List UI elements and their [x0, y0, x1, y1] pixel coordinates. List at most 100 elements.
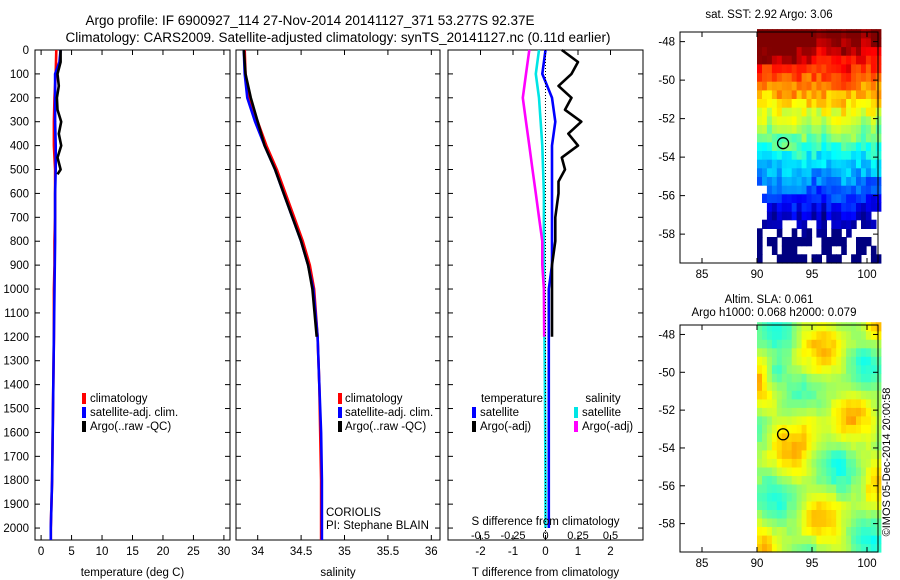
map-cell [791, 364, 798, 374]
map-cell [831, 115, 837, 125]
map-cell [776, 322, 783, 332]
map-cell [831, 228, 837, 238]
map-cell [757, 492, 763, 502]
map-cell [786, 398, 793, 408]
map-cell [865, 492, 872, 502]
map-cell [826, 55, 832, 65]
map-cell [865, 141, 872, 151]
map-cell [856, 526, 862, 536]
map-cell [865, 458, 872, 468]
map-cell [776, 193, 783, 203]
map-cell [811, 441, 817, 451]
map-cell [806, 159, 813, 169]
y-tick-label: 1600 [3, 427, 29, 439]
legend-title-salinity: salinity [585, 393, 620, 405]
map-cell [856, 415, 862, 425]
map-cell [826, 202, 832, 212]
map-cell [781, 72, 788, 82]
map-cell [836, 390, 842, 400]
map-cell [851, 330, 857, 340]
map-cell [836, 398, 842, 408]
legend-label: climatology [90, 393, 148, 405]
map-cell [846, 407, 852, 417]
map-cell [791, 475, 798, 485]
map-cell [762, 449, 768, 459]
map-cell [806, 55, 813, 65]
map-cell [875, 107, 882, 117]
map-cell [776, 492, 783, 502]
map-cell [816, 398, 822, 408]
map-cell [846, 89, 852, 99]
map-cell [762, 347, 768, 357]
map-cell [786, 517, 793, 527]
map-cell [757, 364, 763, 374]
map-cell [865, 475, 872, 485]
map-cell [856, 364, 862, 374]
map-cell [781, 254, 788, 264]
map-cell [841, 185, 847, 195]
map-cell [776, 63, 783, 74]
map-cell [831, 202, 837, 212]
map-cell [870, 330, 877, 340]
map-cell [821, 458, 827, 468]
map-cell [816, 535, 822, 545]
map-cell [762, 322, 768, 332]
map-cell [766, 509, 773, 519]
map-cell [816, 390, 822, 400]
map-cell [851, 211, 857, 221]
map-cell [766, 237, 773, 247]
map-cell [762, 517, 768, 527]
map-cell [786, 449, 793, 459]
map-cell [781, 46, 788, 56]
map-cell [781, 115, 788, 125]
map-cell [875, 415, 882, 425]
y-tick-label: -48 [658, 329, 675, 341]
map-cell [851, 475, 857, 485]
map-cell [831, 37, 837, 48]
map-cell [851, 185, 857, 195]
map-cell [856, 202, 862, 212]
map-cell [801, 339, 808, 349]
map-cell [801, 356, 808, 366]
map-cell [846, 424, 852, 434]
map-cell [861, 526, 867, 536]
map-cell [861, 424, 867, 434]
map-cell [831, 176, 837, 186]
map-cell [816, 176, 822, 186]
map-cell [757, 381, 763, 391]
map-cell [846, 72, 852, 82]
map-cell [856, 98, 862, 108]
map-cell [786, 475, 793, 485]
map-cell [781, 458, 788, 468]
map-cell [806, 432, 813, 442]
y-tick-label: 400 [10, 141, 29, 153]
map-cell [851, 115, 857, 125]
map-cell [766, 115, 773, 125]
map-cell [806, 475, 813, 485]
map-cell [875, 29, 882, 39]
map-cell [861, 517, 867, 527]
map-cell [762, 492, 768, 502]
map-cell [771, 115, 778, 125]
map-cell [821, 185, 827, 195]
map-cell [791, 107, 798, 117]
map-cell [856, 176, 862, 186]
map-cell [801, 526, 808, 536]
map-cell [801, 55, 808, 65]
map-cell [836, 449, 842, 459]
map-cell [786, 202, 793, 212]
coriolis-annotation: CORIOLIS [326, 507, 381, 519]
map-cell [865, 89, 872, 99]
map-cell [861, 381, 867, 391]
map-cell [856, 133, 862, 143]
map-cell [836, 72, 842, 82]
map-cell [771, 133, 778, 143]
map-cell [851, 339, 857, 349]
map-cell [816, 219, 822, 229]
map-cell [831, 133, 837, 143]
map-cell [781, 347, 788, 357]
map-cell [846, 159, 852, 169]
map-cell [831, 441, 837, 451]
map-cell [865, 185, 872, 195]
map-cell [811, 159, 817, 169]
